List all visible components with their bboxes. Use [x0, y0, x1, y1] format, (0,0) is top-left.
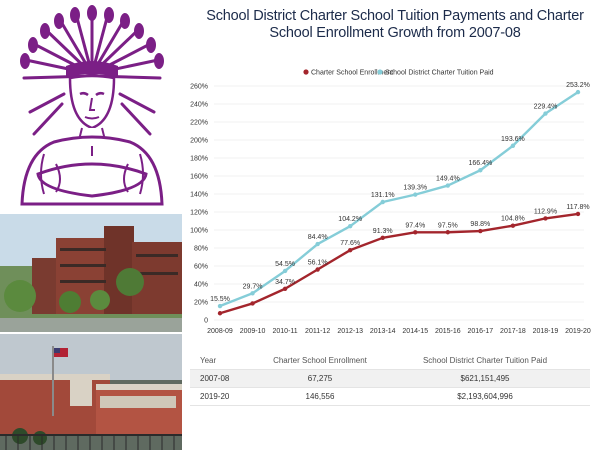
series-line — [219, 212, 579, 315]
data-point — [543, 111, 548, 116]
chart-title: School District Charter School Tuition P… — [206, 8, 584, 41]
data-point — [575, 211, 581, 217]
data-label: 253.2% — [566, 82, 590, 89]
data-label: 97.4% — [405, 222, 425, 229]
cell-enrollment: 67,275 — [307, 374, 333, 383]
x-tick-label: 2010-11 — [273, 328, 298, 335]
cell-year: 2007-08 — [200, 374, 230, 383]
y-tick-label: 40% — [194, 282, 208, 289]
data-label: 104.2% — [338, 216, 362, 223]
y-tick-label: 80% — [194, 246, 208, 253]
data-point — [575, 89, 581, 95]
x-tick-label: 2014-15 — [402, 328, 428, 335]
data-label: 193.6% — [501, 136, 525, 143]
header-year: Year — [200, 356, 217, 365]
y-tick-label: 0 — [204, 318, 208, 325]
data-point — [282, 286, 288, 291]
y-tick-label: 200% — [190, 138, 208, 145]
legend-label: Charter School Enrollment — [311, 70, 393, 77]
school-building-photo — [0, 214, 182, 332]
data-label: 84.4% — [308, 234, 328, 241]
data-point — [543, 216, 548, 221]
data-point — [413, 192, 418, 197]
data-point — [347, 247, 353, 253]
data-point — [315, 267, 320, 272]
legend-marker — [377, 69, 383, 75]
data-label: 77.6% — [340, 240, 360, 247]
y-tick-label: 180% — [190, 156, 208, 163]
data-point — [250, 291, 255, 296]
x-tick-label: 2019-20 — [565, 328, 591, 335]
table-header-row: Year Charter School Enrollment School Di… — [190, 352, 590, 370]
data-label: 117.8% — [566, 204, 589, 211]
data-label: 149.4% — [436, 176, 460, 183]
x-tick-label: 2015-16 — [435, 328, 461, 335]
data-label: 34.7% — [275, 279, 295, 286]
chief-mascot-logo — [20, 5, 164, 206]
data-label: 56.1% — [308, 260, 328, 267]
data-label: 229.4% — [534, 104, 558, 111]
x-tick-label: 2013-14 — [370, 328, 396, 335]
data-label: 139.3% — [403, 185, 427, 192]
y-tick-label: 120% — [190, 210, 208, 217]
y-tick-label: 160% — [190, 174, 208, 181]
x-tick-label: 2016-17 — [468, 328, 494, 335]
data-point — [478, 168, 483, 173]
data-point — [217, 311, 223, 316]
legend-marker — [303, 69, 309, 75]
data-point — [413, 230, 418, 235]
series-line — [219, 91, 579, 308]
data-label: 91.3% — [373, 228, 393, 235]
header-tuition: School District Charter Tuition Paid — [422, 356, 548, 365]
data-label: 166.4% — [468, 160, 492, 167]
y-tick-label: 260% — [190, 84, 208, 91]
y-tick-label: 100% — [190, 228, 208, 235]
table-row: 2019-20 146,556 $2,193,604,996 — [190, 388, 590, 406]
data-point — [380, 199, 385, 205]
data-label: 98.8% — [470, 221, 490, 228]
y-tick-label: 220% — [190, 120, 208, 127]
x-tick-label: 2009-10 — [240, 328, 266, 335]
data-label: 54.5% — [275, 261, 295, 268]
data-point — [282, 268, 288, 274]
x-tick-label: 2008-09 — [207, 328, 233, 335]
school-entrance-photo — [0, 334, 182, 450]
data-label: 29.7% — [243, 283, 263, 290]
header-enrollment: Charter School Enrollment — [273, 356, 367, 365]
data-label: 15.5% — [210, 296, 230, 303]
data-point — [250, 301, 255, 306]
data-point — [347, 224, 353, 229]
y-tick-label: 140% — [190, 192, 208, 199]
legend-label: School District Charter Tuition Paid — [385, 70, 494, 77]
data-point — [478, 228, 483, 234]
y-tick-label: 60% — [194, 264, 208, 271]
data-label: 131.1% — [371, 192, 395, 199]
data-label: 104.8% — [501, 216, 525, 223]
y-tick-label: 20% — [194, 300, 208, 307]
data-point — [510, 223, 516, 228]
data-point — [380, 235, 385, 241]
data-table: Year Charter School Enrollment School Di… — [190, 352, 590, 406]
line-chart: 0 20% 40% 60% 80% 100% 120% 140% 160% 180% 200% 220… — [190, 69, 591, 335]
data-point — [315, 241, 320, 247]
data-point — [445, 230, 451, 235]
table-row: 2007-08 67,275 $621,151,495 — [190, 370, 590, 388]
data-point — [445, 183, 451, 188]
cell-year: 2019-20 — [200, 392, 230, 401]
data-label: 97.5% — [438, 222, 458, 229]
data-label: 112.9% — [534, 208, 557, 215]
x-tick-label: 2018-19 — [533, 328, 559, 335]
cell-enrollment: 146,556 — [305, 392, 335, 401]
cell-tuition: $2,193,604,996 — [457, 392, 513, 401]
x-tick-label: 2017-18 — [500, 328, 526, 335]
y-tick-label: 240% — [190, 102, 208, 109]
image-column — [0, 0, 182, 450]
cell-tuition: $621,151,495 — [460, 374, 510, 383]
x-tick-label: 2012-13 — [337, 328, 363, 335]
data-point — [217, 303, 223, 309]
data-point — [510, 143, 516, 148]
x-tick-label: 2011-12 — [305, 328, 330, 335]
